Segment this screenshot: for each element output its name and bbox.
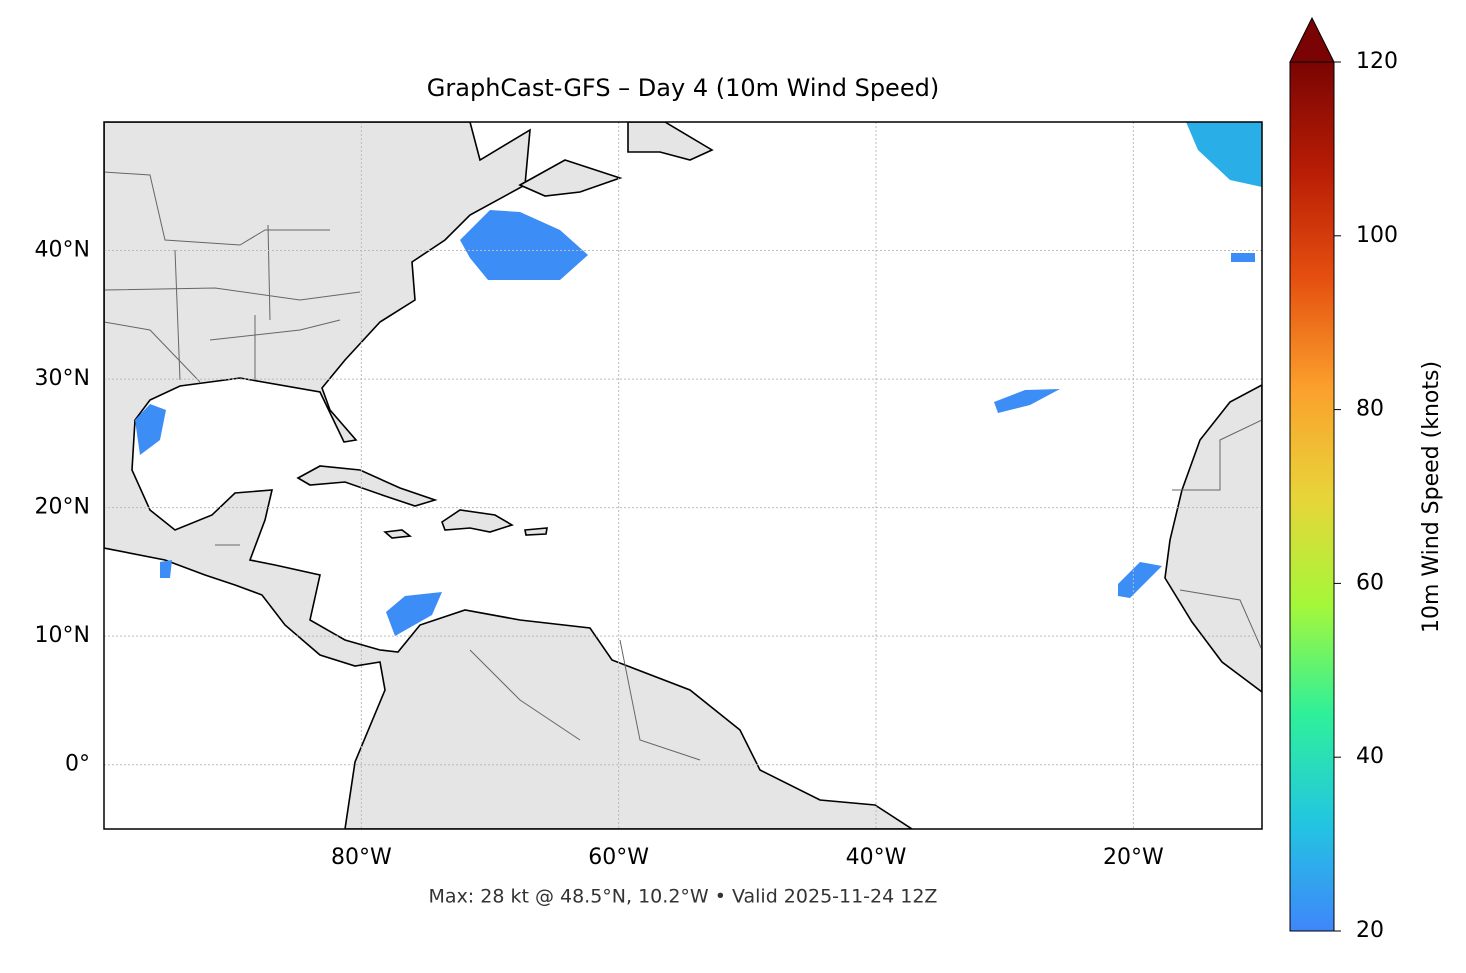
newfoundland [627, 122, 714, 161]
y-tick-label: 20°N [35, 495, 90, 520]
jamaica [383, 529, 413, 539]
colorbar-extension [1289, 16, 1335, 63]
map-area [104, 122, 1262, 829]
wind-region [460, 210, 588, 280]
wind-region [1186, 122, 1262, 187]
x-tick-label: 80°W [331, 845, 392, 870]
puerto-rico [524, 527, 548, 536]
annotation: Max: 28 kt @ 48.5°N, 10.2°W • Valid 2025… [429, 886, 938, 908]
colorbar-tick-label: 100 [1356, 223, 1398, 248]
colorbar-tick-label: 40 [1356, 744, 1384, 769]
colorbar-tick-label: 60 [1356, 570, 1384, 595]
colorbar-tick-label: 20 [1356, 918, 1384, 943]
colorbar-tick-label: 80 [1356, 397, 1384, 422]
colorbar [1289, 61, 1335, 932]
africa [1164, 384, 1262, 693]
cuba [296, 465, 438, 507]
borders [104, 171, 1262, 761]
nova-scotia [518, 159, 623, 197]
x-tick-label: 20°W [1103, 845, 1164, 870]
y-tick-label: 10°N [35, 623, 90, 648]
gridlines [104, 122, 1262, 829]
y-tick-label: 40°N [35, 238, 90, 263]
chart-title: GraphCast-GFS – Day 4 (10m Wind Speed) [427, 74, 939, 102]
colorbar-tick-label: 120 [1356, 49, 1398, 74]
hispaniola [441, 509, 514, 533]
wind-region [160, 560, 172, 578]
x-tick-label: 60°W [588, 845, 649, 870]
map-frame [103, 121, 1263, 830]
y-tick-label: 30°N [35, 366, 90, 391]
y-tick-label: 0° [65, 752, 90, 777]
wind-region [135, 404, 166, 455]
colorbar-label: 10m Wind Speed (knots) [1419, 361, 1444, 633]
wind-region [1231, 253, 1255, 262]
wind-region [994, 389, 1060, 413]
wind-region [386, 592, 442, 636]
wind-region [1118, 562, 1162, 598]
x-tick-label: 40°W [846, 845, 907, 870]
